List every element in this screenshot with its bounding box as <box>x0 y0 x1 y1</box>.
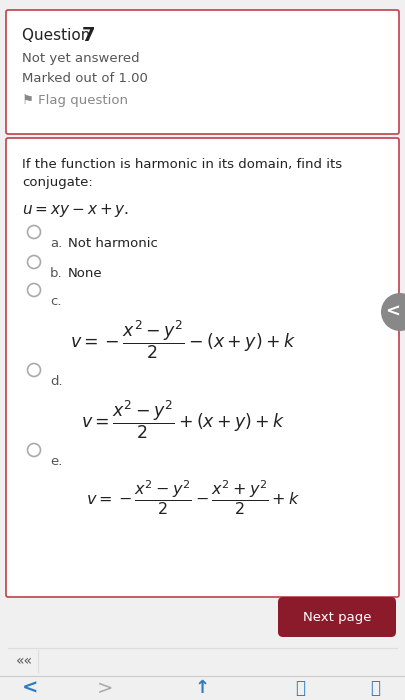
Circle shape <box>28 284 40 297</box>
FancyBboxPatch shape <box>6 10 399 134</box>
Text: a.: a. <box>50 237 62 250</box>
Text: Marked out of 1.00: Marked out of 1.00 <box>22 72 148 85</box>
Text: Not harmonic: Not harmonic <box>68 237 158 250</box>
Text: ⧉: ⧉ <box>370 679 380 697</box>
Text: c.: c. <box>50 295 62 308</box>
Circle shape <box>28 444 40 456</box>
Text: d.: d. <box>50 375 63 388</box>
Text: conjugate:: conjugate: <box>22 176 93 189</box>
Text: $u = xy - x + y.$: $u = xy - x + y.$ <box>22 202 129 219</box>
Text: Question: Question <box>22 28 95 43</box>
Text: None: None <box>68 267 102 280</box>
Text: $v = -\dfrac{x^2-y^2}{2} - (x + y) + k$: $v = -\dfrac{x^2-y^2}{2} - (x + y) + k$ <box>70 318 296 360</box>
Text: ⚑ Flag question: ⚑ Flag question <box>22 94 128 107</box>
Circle shape <box>28 225 40 239</box>
Text: b.: b. <box>50 267 63 280</box>
FancyBboxPatch shape <box>278 597 396 637</box>
Text: Next page: Next page <box>303 610 371 624</box>
Text: >: > <box>97 678 113 697</box>
Text: ⌹: ⌹ <box>295 679 305 697</box>
Text: <: < <box>386 303 401 321</box>
Text: $v = \dfrac{x^2-y^2}{2} + (x + y) + k$: $v = \dfrac{x^2-y^2}{2} + (x + y) + k$ <box>81 398 285 440</box>
Circle shape <box>28 363 40 377</box>
Text: ↑: ↑ <box>194 679 209 697</box>
FancyBboxPatch shape <box>6 138 399 597</box>
Text: 7: 7 <box>82 26 96 45</box>
Text: ««: «« <box>16 654 33 668</box>
Text: If the function is harmonic in its domain, find its: If the function is harmonic in its domai… <box>22 158 342 171</box>
Text: e.: e. <box>50 455 62 468</box>
Circle shape <box>381 293 405 331</box>
Circle shape <box>28 256 40 269</box>
Text: $v = -\dfrac{x^2-y^2}{2} - \dfrac{x^2+y^2}{2} + k$: $v = -\dfrac{x^2-y^2}{2} - \dfrac{x^2+y^… <box>86 478 300 517</box>
Text: Not yet answered: Not yet answered <box>22 52 140 65</box>
Text: <: < <box>22 678 38 697</box>
